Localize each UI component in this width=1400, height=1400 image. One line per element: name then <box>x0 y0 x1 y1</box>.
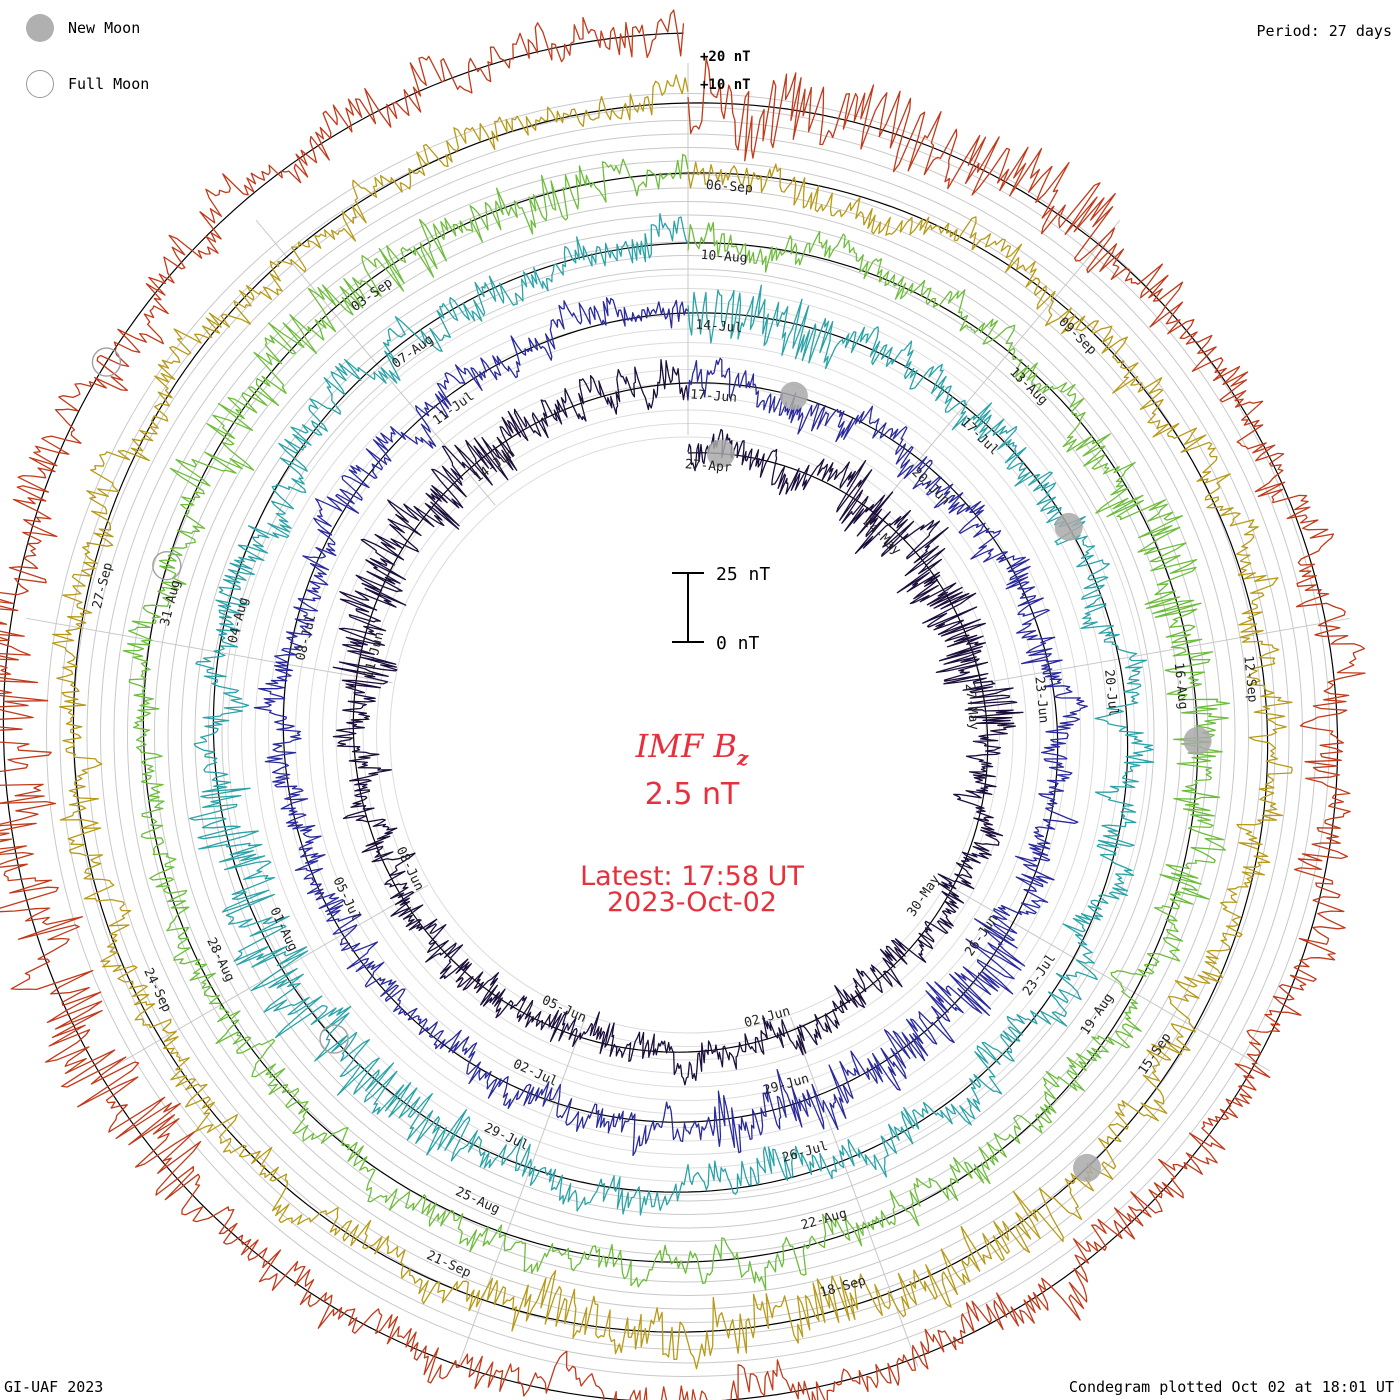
new-moon-icon <box>26 14 54 42</box>
date-label: 25-Aug <box>453 1184 502 1217</box>
series-cycle-2 <box>253 297 1088 1157</box>
date-label: 06-Sep <box>705 178 753 196</box>
center-readout: IMF Bz 2.5 nT Latest: 17:58 UT 2023-Oct-… <box>580 727 804 918</box>
latest-time: Latest: 17:58 UT <box>580 861 804 892</box>
series-cycle-5 <box>51 74 1293 1370</box>
date-label: 21-Sep <box>424 1248 473 1281</box>
date-label: 20-Jul <box>1101 669 1121 717</box>
new-moon-marker <box>706 439 735 468</box>
day-spoke <box>105 884 429 1072</box>
full-moon-marker <box>152 550 182 581</box>
baseline-cycle-6 <box>2 32 1339 1400</box>
series-cycle-6 <box>0 9 1366 1400</box>
date-label: 27-Apr <box>684 457 732 475</box>
scale-bar-top-label: 25 nT <box>716 564 770 585</box>
date-label: 17-Jun <box>690 387 738 405</box>
new-moon-marker <box>779 381 808 410</box>
date-label: 12-Sep <box>1240 655 1260 703</box>
date-label: 10-Aug <box>700 248 748 266</box>
ring-labels: +20 nT +10 nT <box>700 49 751 93</box>
date-label: 16-Aug <box>1171 662 1191 710</box>
date-label: 27-May <box>962 683 982 731</box>
ring-label: +10 nT <box>700 77 751 93</box>
scale-bar-bottom-label: 0 nT <box>716 633 760 654</box>
chart-title-subscript: z <box>736 746 749 770</box>
day-spoke <box>880 219 1121 506</box>
chart-title: IMF Bz <box>635 727 749 770</box>
series-cycle-4 <box>122 153 1231 1291</box>
scale-bar: 25 nT 0 nT <box>672 564 770 654</box>
chart-title-main: IMF B <box>635 727 737 765</box>
day-spoke <box>26 617 393 684</box>
day-spokes <box>26 63 1350 1367</box>
legend-new-moon: New Moon <box>26 12 140 44</box>
baseline-cycle-5 <box>72 102 1269 1333</box>
date-label: 24-Sep <box>140 966 174 1015</box>
credit-label: GI-UAF 2023 <box>4 1378 104 1396</box>
legend-full-moon: Full Moon <box>26 68 149 100</box>
new-moon-marker <box>1072 1153 1101 1182</box>
latest-date: 2023-Oct-02 <box>607 887 777 918</box>
date-label: 28-Aug <box>203 935 237 984</box>
date-label: 02-Jul <box>511 1057 560 1090</box>
day-spoke <box>457 1016 586 1367</box>
legend-new-moon-label: New Moon <box>68 19 141 37</box>
moon-markers <box>91 347 1212 1182</box>
date-label: 23-Jun <box>1031 676 1051 724</box>
date-label: 14-Jul <box>695 318 743 336</box>
new-moon-marker <box>1054 512 1083 541</box>
plotted-timestamp: Condegram plotted Oct 02 at 18:01 UT <box>1068 1378 1394 1396</box>
ring-label: +20 nT <box>700 49 751 65</box>
period-label: Period: 27 days <box>1256 22 1392 40</box>
full-moon-icon <box>26 70 54 98</box>
legend-full-moon-label: Full Moon <box>68 75 150 93</box>
series-cycle-1 <box>332 358 1024 1086</box>
full-moon-marker <box>319 1024 349 1054</box>
current-value: 2.5 nT <box>645 777 740 812</box>
full-moon-marker <box>91 347 122 377</box>
new-moon-marker <box>1183 726 1212 755</box>
date-label: 29-Jul <box>482 1121 531 1154</box>
